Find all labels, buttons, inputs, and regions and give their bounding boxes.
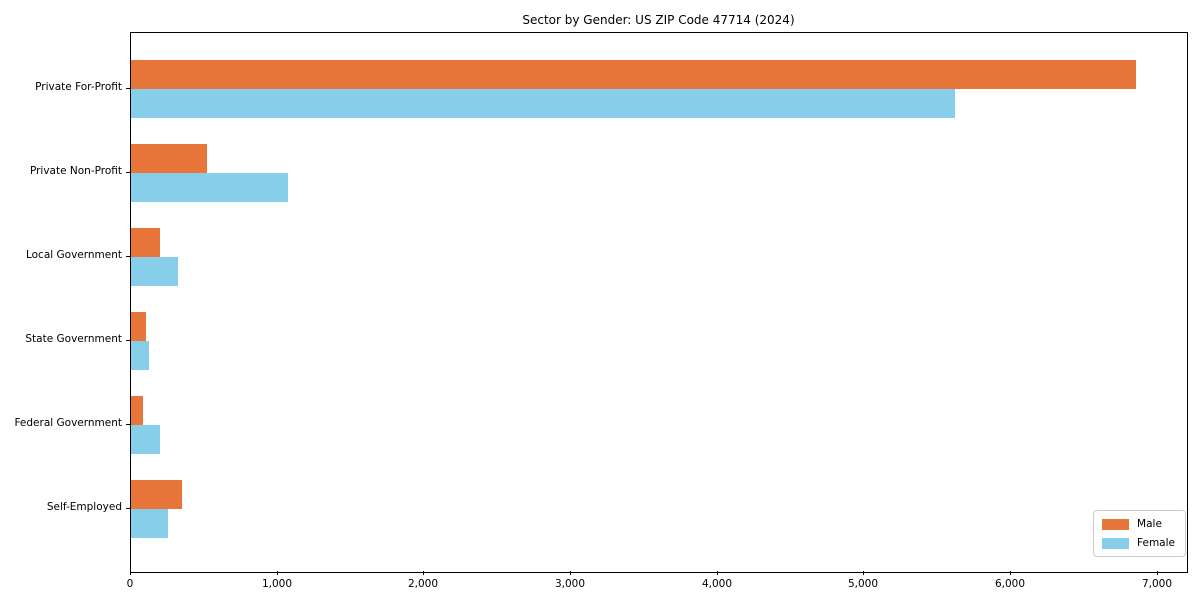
x-tick [1010, 571, 1012, 575]
y-tick [126, 172, 130, 174]
x-tick-label: 3,000 [554, 578, 586, 590]
bar-male-1 [131, 60, 1136, 89]
y-tick-label: Local Government [25, 249, 122, 261]
bar-female-1 [131, 89, 955, 118]
bar-female-4 [131, 341, 149, 370]
x-tick [423, 571, 425, 575]
x-tick-label: 4,000 [701, 578, 733, 590]
bar-female-3 [131, 257, 178, 286]
legend-label-female: Female [1137, 537, 1175, 549]
female-color-swatch [1102, 537, 1130, 549]
y-tick-label: Private Non-Profit [29, 165, 122, 177]
x-tick-label: 1,000 [261, 578, 293, 590]
x-tick-label: 5,000 [847, 578, 879, 590]
x-tick-label: 6,000 [994, 578, 1026, 590]
y-tick-label: State Government [25, 333, 122, 345]
y-tick [126, 508, 130, 510]
x-tick [1157, 571, 1159, 575]
legend: Male Female [1093, 510, 1186, 557]
bar-female-5 [131, 425, 160, 454]
x-tick [130, 571, 132, 575]
bar-male-5 [131, 396, 143, 425]
bar-male-6 [131, 480, 182, 509]
bar-female-6 [131, 509, 168, 538]
y-tick [126, 256, 130, 258]
x-tick [570, 571, 572, 575]
x-tick-label: 2,000 [407, 578, 439, 590]
bar-male-4 [131, 312, 146, 341]
y-tick [126, 88, 130, 90]
bar-male-2 [131, 144, 207, 173]
y-tick-label: Private For-Profit [35, 81, 122, 93]
x-tick [717, 571, 719, 575]
y-tick-label: Federal Government [14, 417, 122, 429]
bar-female-2 [131, 173, 288, 202]
y-tick-label: Self-Employed [46, 501, 122, 513]
legend-label-male: Male [1137, 518, 1162, 530]
x-tick-label: 0 [126, 578, 134, 590]
y-tick [126, 424, 130, 426]
y-tick [126, 340, 130, 342]
x-tick-label: 7,000 [1141, 578, 1173, 590]
male-color-swatch [1102, 518, 1130, 530]
legend-item-female: Female [1102, 537, 1175, 549]
x-tick [863, 571, 865, 575]
chart-title: Sector by Gender: US ZIP Code 47714 (202… [522, 13, 795, 27]
x-tick [277, 571, 279, 575]
plot-area [130, 32, 1188, 573]
bar-male-3 [131, 228, 160, 257]
legend-item-male: Male [1102, 518, 1175, 530]
